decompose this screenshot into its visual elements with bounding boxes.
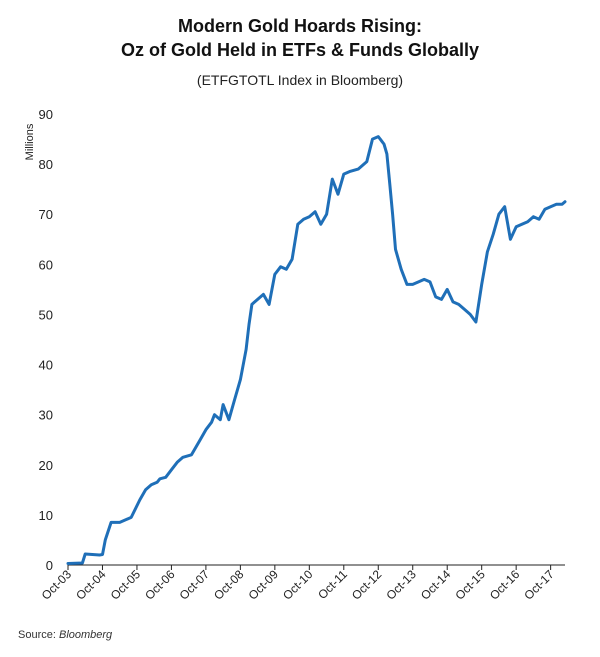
chart-title-line-2: Oz of Gold Held in ETFs & Funds Globally xyxy=(120,40,479,60)
y-tick-label: 40 xyxy=(39,358,53,373)
x-tick-label: Oct-09 xyxy=(246,567,282,603)
chart-title-line-1: Modern Gold Hoards Rising: xyxy=(177,16,422,36)
y-tick-label: 0 xyxy=(46,558,53,573)
x-tick-label: Oct-12 xyxy=(349,567,385,603)
x-tick-label: Oct-07 xyxy=(177,567,213,603)
y-tick-label: 30 xyxy=(39,408,53,423)
x-tick-label: Oct-06 xyxy=(142,567,178,603)
y-tick-label: 80 xyxy=(39,157,53,172)
x-axis-ticks: Oct-03 Oct-04 Oct-05 Oct-06 Oct-07 Oct-08 Oct-… xyxy=(39,565,557,603)
x-tick-label: Oct-15 xyxy=(452,567,488,603)
y-tick-label: 10 xyxy=(39,508,53,523)
y-tick-label: 50 xyxy=(39,307,53,322)
x-tick-label: Oct-11 xyxy=(315,567,350,602)
x-tick-label: Oct-05 xyxy=(108,567,144,603)
x-tick-label: Oct-03 xyxy=(39,567,75,603)
x-tick-label: Oct-14 xyxy=(418,567,454,603)
y-tick-label: 20 xyxy=(39,458,53,473)
y-tick-label: 60 xyxy=(39,257,53,272)
x-tick-label: Oct-16 xyxy=(487,567,523,603)
y-tick-label: 90 xyxy=(39,107,53,122)
source-label: Source: xyxy=(18,629,56,641)
x-tick-label: Oct-17 xyxy=(521,567,557,603)
x-tick-label: Oct-13 xyxy=(383,567,419,603)
series-line xyxy=(66,135,567,565)
chart-subtitle: (ETFGTOTL Index in Bloomberg) xyxy=(196,72,404,88)
y-axis-ticks: 0 10 20 30 40 50 60 70 80 90 xyxy=(39,107,53,573)
x-tick-label: Oct-04 xyxy=(73,567,109,603)
y-tick-label: 70 xyxy=(39,207,53,222)
x-tick-label: Oct-10 xyxy=(280,567,316,603)
x-tick-label: Oct-08 xyxy=(211,567,247,603)
y-axis-label: Millions xyxy=(24,123,36,160)
source-value: Bloomberg xyxy=(58,629,113,641)
source-note: Source: Bloomberg xyxy=(18,629,112,641)
